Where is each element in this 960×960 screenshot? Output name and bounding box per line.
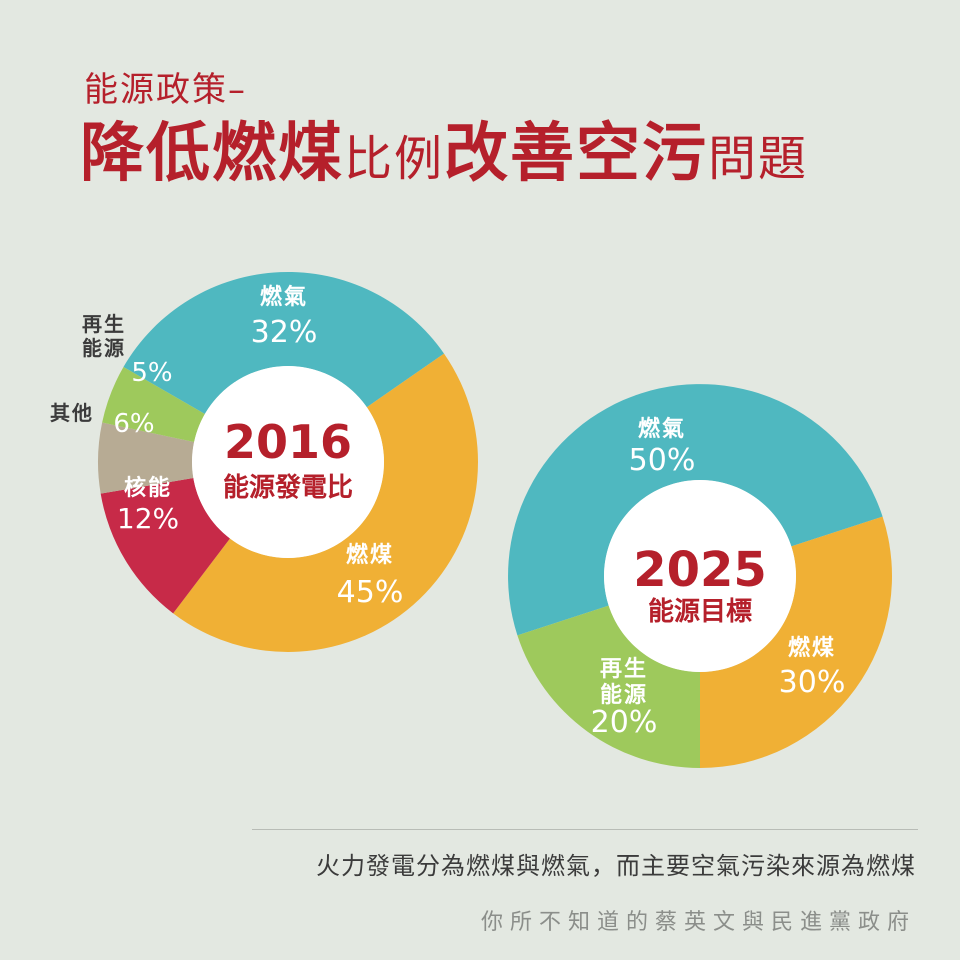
slice-value-2025-renewable: 20%: [591, 705, 658, 740]
slice-value-2025-gas: 50%: [629, 443, 696, 478]
title-part-4: 問題: [708, 131, 809, 187]
donut-slice-2016-nuclear: [100, 478, 230, 614]
center-year-2016: 2016: [224, 415, 352, 469]
center-label-2025: 能源目標: [648, 596, 752, 627]
slice-label-2016-gas: 燃氣: [260, 284, 308, 310]
donut-hole-2016: [192, 366, 384, 558]
donut-slice-2016-other: [97, 422, 195, 494]
slice-value-2016-gas: 32%: [251, 315, 318, 350]
slice-label-2016-nuclear: 核能: [124, 475, 172, 501]
slice-value-2016-nuclear: 12%: [117, 502, 179, 535]
title-part-2: 比例: [344, 131, 445, 187]
slice-label-2025-renewable-line1: 再生: [600, 657, 648, 682]
donut-slice-2025-gas: [508, 384, 883, 636]
donut-slice-2025-coal: [700, 516, 892, 768]
slice-label-2025-gas: 燃氣: [638, 416, 686, 442]
slice-value-2016-renewable: 5%: [131, 358, 172, 388]
footer-credit: 你所不知道的蔡英文與民進黨政府: [480, 910, 916, 935]
donut-slice-2016-gas: [123, 272, 445, 414]
donut-slice-2025-renewable: [517, 605, 700, 768]
footer-divider: [252, 829, 918, 830]
slice-label-2025-coal: 燃煤: [788, 635, 836, 661]
slice-value-2016-other: 6%: [113, 409, 154, 439]
slice-label-2025-renewable-line2: 能源: [600, 682, 648, 708]
footer-caption: 火力發電分為燃煤與燃氣，而主要空氣污染來源為燃煤: [316, 852, 916, 880]
title-part-1: 降低燃煤: [80, 117, 344, 191]
slice-label-2016-renewable-line2: 能源: [82, 336, 126, 360]
slice-label-2016-renewable-line1: 再生: [82, 312, 126, 336]
slice-value-2025-coal: 30%: [779, 665, 846, 700]
donut-hole-2025: [604, 480, 796, 672]
slice-label-2016-coal: 燃煤: [346, 542, 394, 568]
donut-slice-2016-renewable: [102, 367, 205, 443]
slice-value-2016-coal: 45%: [337, 575, 404, 610]
center-year-2025: 2025: [633, 542, 767, 598]
slice-label-2016-other: 其他: [50, 401, 94, 425]
page-title: 降低燃煤比例改善空污問題: [80, 118, 808, 206]
donut-slice-2016-coal: [173, 353, 479, 652]
title-part-3: 改善空污: [444, 117, 709, 191]
center-label-2016: 能源發電比: [223, 472, 353, 503]
page-subtitle: 能源政策–: [84, 70, 247, 110]
